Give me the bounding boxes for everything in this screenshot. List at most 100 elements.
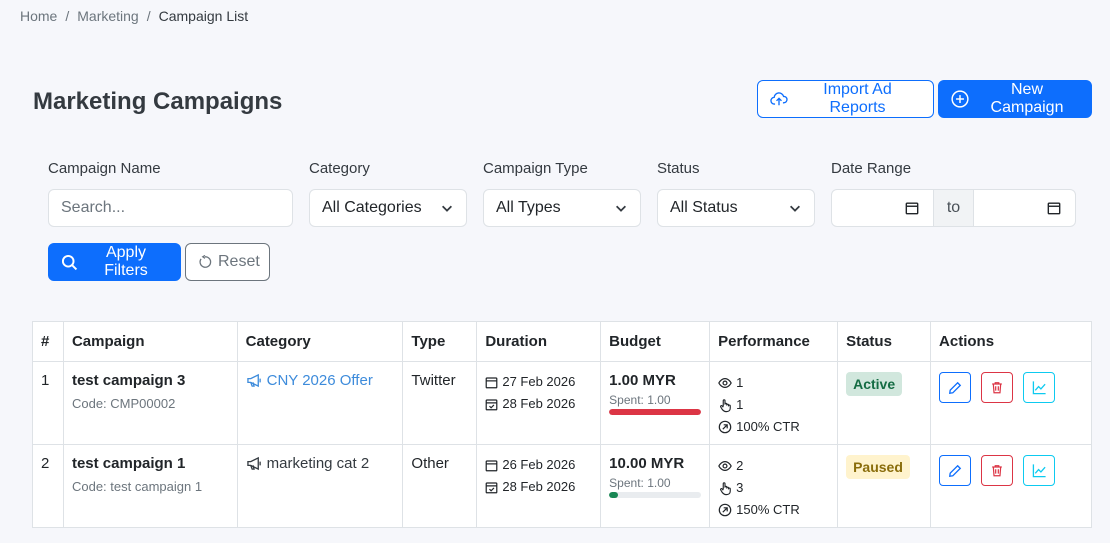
duration-end: 28 Feb 2026 xyxy=(485,394,592,414)
duration-start: 27 Feb 2026 xyxy=(485,372,592,392)
category-name: marketing cat 2 xyxy=(266,455,370,472)
budget-cell: 10.00 MYR Spent: 1.00 xyxy=(600,444,711,528)
campaign-name-input[interactable]: Search... xyxy=(48,189,293,227)
apply-filters-button[interactable]: Apply Filters xyxy=(48,243,181,281)
campaign-name-placeholder: Search... xyxy=(61,199,126,216)
clicks-stat: 1 xyxy=(718,394,829,416)
status-cell: Paused xyxy=(837,444,932,528)
analytics-button[interactable] xyxy=(1023,372,1056,403)
filter-buttons: Apply Filters Reset xyxy=(48,243,270,281)
new-campaign-button[interactable]: New Campaign xyxy=(938,80,1092,118)
column-header: Status xyxy=(837,321,932,362)
analytics-button[interactable] xyxy=(1023,455,1056,486)
ctr-arrow-icon xyxy=(718,503,732,517)
end-date: 28 Feb 2026 xyxy=(502,396,576,411)
reset-label: Reset xyxy=(218,253,260,270)
pencil-icon xyxy=(949,381,962,394)
date-to-label: to xyxy=(934,189,973,227)
pencil-icon xyxy=(949,464,962,477)
performance-cell: 2 3 150% CTR xyxy=(709,444,839,528)
campaign-type-select-value: All Types xyxy=(496,199,561,216)
breadcrumb-separator: / xyxy=(65,8,70,24)
budget-amount: 1.00 MYR xyxy=(609,372,676,389)
date-range-group: to xyxy=(831,189,1076,227)
breadcrumb-separator: / xyxy=(146,8,151,24)
category-select[interactable]: All Categories xyxy=(309,189,467,227)
breadcrumb-home[interactable]: Home xyxy=(20,8,58,24)
views-stat: 2 xyxy=(718,455,829,477)
ctr-value: 150% CTR xyxy=(736,502,800,517)
category-label-plain: marketing cat 2 xyxy=(246,455,395,472)
status-select-value: All Status xyxy=(670,199,738,216)
clicks-stat: 3 xyxy=(718,477,829,499)
eye-icon xyxy=(718,461,732,471)
import-ad-reports-label: Import Ad Reports xyxy=(823,81,892,116)
status-select[interactable]: All Status xyxy=(657,189,815,227)
budget-progress-fill xyxy=(609,409,702,415)
column-header: Type xyxy=(402,321,478,362)
campaign-cell: test campaign 1 Code: test campaign 1 xyxy=(62,444,238,528)
performance-cell: 1 1 100% CTR xyxy=(709,361,839,445)
campaign-name-label: Campaign Name xyxy=(48,160,161,177)
megaphone-icon xyxy=(246,373,261,388)
category-select-value: All Categories xyxy=(322,199,422,216)
trash-icon xyxy=(992,465,1002,477)
import-ad-reports-button[interactable]: Import Ad Reports xyxy=(757,80,934,118)
row-index: 2 xyxy=(32,444,64,528)
delete-button[interactable] xyxy=(981,372,1014,403)
chart-icon xyxy=(1032,381,1046,395)
date-from-input[interactable] xyxy=(831,189,934,227)
column-header: Actions xyxy=(930,321,1092,362)
calendar-check-icon xyxy=(485,398,498,410)
clicks-count: 3 xyxy=(736,480,744,495)
budget-cell: 1.00 MYR Spent: 1.00 xyxy=(600,361,711,445)
status-cell: Active xyxy=(837,361,932,445)
calendar-icon xyxy=(485,376,498,388)
column-header: Budget xyxy=(600,321,711,362)
calendar-icon xyxy=(905,202,919,215)
pointer-icon xyxy=(720,481,731,495)
views-stat: 1 xyxy=(718,372,829,394)
cloud-upload-icon xyxy=(770,92,788,106)
status-badge: Active xyxy=(846,372,903,396)
breadcrumb-marketing[interactable]: Marketing xyxy=(77,8,139,24)
ctr-stat: 100% CTR xyxy=(718,416,829,438)
end-date: 28 Feb 2026 xyxy=(502,479,576,494)
ctr-arrow-icon xyxy=(718,420,732,434)
date-to-input[interactable] xyxy=(973,189,1076,227)
breadcrumb-current: Campaign List xyxy=(158,8,249,24)
plus-circle-icon xyxy=(951,90,969,108)
edit-button[interactable] xyxy=(939,372,972,403)
campaign-code: Code: CMP00002 xyxy=(71,396,176,411)
calendar-icon xyxy=(485,459,498,471)
campaign-name: test campaign 3 xyxy=(71,372,186,389)
edit-button[interactable] xyxy=(939,455,972,486)
views-count: 1 xyxy=(736,375,744,390)
delete-button[interactable] xyxy=(981,455,1014,486)
column-header: # xyxy=(32,321,64,362)
chart-icon xyxy=(1032,464,1046,478)
actions-cell xyxy=(930,361,1092,445)
ctr-stat: 150% CTR xyxy=(718,499,829,521)
duration-start: 26 Feb 2026 xyxy=(485,455,592,475)
chevron-down-icon xyxy=(790,205,800,212)
eye-icon xyxy=(718,378,732,388)
table-row: 2 test campaign 1 Code: test campaign 1 … xyxy=(32,444,1092,528)
column-header: Performance xyxy=(709,321,839,362)
chevron-down-icon xyxy=(442,205,452,212)
clicks-count: 1 xyxy=(736,397,744,412)
trash-icon xyxy=(992,382,1002,394)
budget-progress-bar xyxy=(609,492,702,498)
category-link[interactable]: CNY 2026 Offer xyxy=(246,372,395,389)
row-index: 1 xyxy=(32,361,64,445)
date-range-label: Date Range xyxy=(831,160,912,177)
reset-button[interactable]: Reset xyxy=(185,243,270,281)
duration-cell: 26 Feb 2026 28 Feb 2026 xyxy=(476,444,602,528)
new-campaign-label: New Campaign xyxy=(990,81,1064,116)
column-header: Campaign xyxy=(62,321,238,362)
budget-progress-fill xyxy=(609,492,619,498)
budget-spent: Spent: 1.00 xyxy=(609,393,671,407)
ctr-value: 100% CTR xyxy=(736,419,800,434)
campaign-code: Code: test campaign 1 xyxy=(71,479,203,494)
campaign-type-select[interactable]: All Types xyxy=(483,189,641,227)
